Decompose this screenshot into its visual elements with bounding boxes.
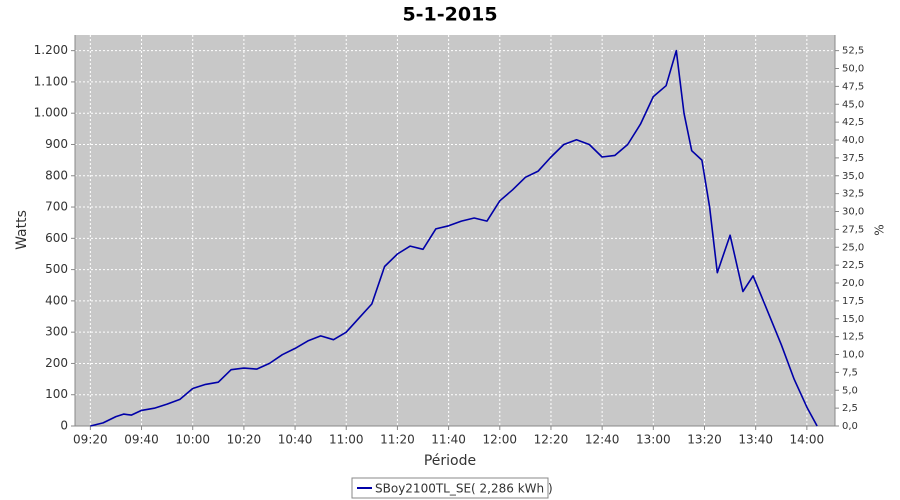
x-tick-label: 09:40 [124,433,159,447]
x-tick-label: 11:40 [431,433,466,447]
y2-tick-label: 50,0 [842,64,864,75]
plot-area [75,35,835,426]
y2-tick-label: 17,5 [842,296,864,307]
chart-title: 5-1-2015 [402,4,497,26]
y-tick-label: 300 [45,325,68,339]
x-tick-label: 12:20 [534,433,569,447]
x-tick-label: 14:00 [790,433,825,447]
y-tick-label: 900 [45,137,68,151]
legend-box [351,477,549,499]
y-tick-label: 0 [60,419,68,433]
y-tick-label: 1.000 [34,106,68,120]
y-tick-label: 1.100 [34,74,68,88]
y-tick-label: 500 [45,262,68,276]
y2-axis-title: % [873,224,887,235]
y2-tick-label: 15,0 [842,314,864,325]
x-tick-label: 10:00 [175,433,210,447]
x-tick-label: 13:20 [687,433,722,447]
y2-tick-label: 25,0 [842,242,864,253]
x-tick-label: 09:20 [73,433,108,447]
y2-tick-label: 10,0 [842,350,864,361]
data-line [90,49,818,427]
y2-tick-label: 0,0 [842,421,858,432]
x-tick-label: 11:20 [380,433,415,447]
y-axis-title: Watts [14,210,30,250]
y2-tick-label: 20,0 [842,278,864,289]
y2-tick-label: 5,0 [842,385,858,396]
y-tick-label: 1.200 [34,43,68,57]
y2-tick-label: 47,5 [842,81,864,92]
y2-tick-label: 2,5 [842,403,858,414]
y2-tick-label: 45,0 [842,99,864,110]
y2-tick-label: 22,5 [842,260,864,271]
y-tick-label: 800 [45,168,68,182]
y-tick-label: 700 [45,200,68,214]
y2-tick-label: 52,5 [842,46,864,57]
x-tick-label: 11:00 [329,433,364,447]
y2-tick-label: 35,0 [842,171,864,182]
y2-tick-label: 40,0 [842,135,864,146]
x-tick-label: 13:00 [636,433,671,447]
y2-tick-label: 32,5 [842,189,864,200]
x-tick-label: 12:40 [585,433,620,447]
x-tick-label: 13:40 [738,433,773,447]
y2-tick-label: 7,5 [842,367,858,378]
y-tick-label: 200 [45,356,68,370]
x-axis-title: Période [424,453,476,469]
y2-tick-label: 27,5 [842,224,864,235]
y2-tick-label: 37,5 [842,153,864,164]
x-tick-label: 10:20 [227,433,262,447]
y2-tick-label: 12,5 [842,332,864,343]
legend-label: SBoy2100TL_SE( 2,286 kWh ) [375,482,553,496]
y2-tick-label: 30,0 [842,207,864,218]
y-tick-label: 400 [45,293,68,307]
y2-tick-label: 42,5 [842,117,864,128]
y-tick-label: 100 [45,387,68,401]
x-tick-label: 10:40 [278,433,313,447]
x-tick-label: 12:00 [482,433,517,447]
y-tick-label: 600 [45,231,68,245]
